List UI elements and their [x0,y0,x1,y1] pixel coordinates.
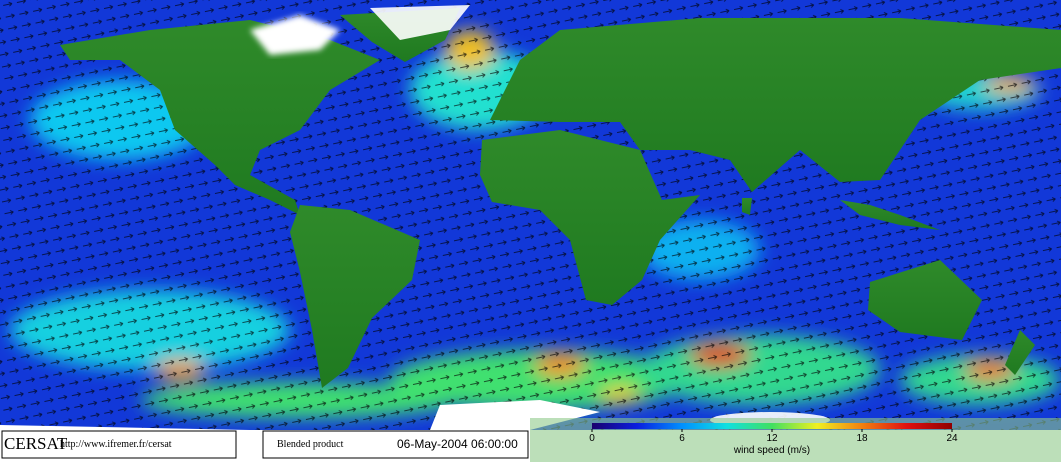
colorbar-tick-label: 12 [766,433,778,444]
logo-box [1,430,237,459]
date: 06-May-2004 06:00:00 [397,437,518,451]
colorbar-tick-label: 0 [589,433,595,444]
indonesia [840,200,940,230]
colorbar-ramp [592,423,952,429]
africa [480,130,700,305]
url: http://www.ifremer.fr/cersat [60,439,172,450]
logo: CERSAT [4,434,68,453]
continents [60,8,1061,388]
product: Blended product [277,439,344,450]
product-box [262,430,529,459]
colorbar-tick-label: 24 [946,433,958,444]
colorbar-tick-label: 18 [856,433,868,444]
colorbar-label: wind speed (m/s) [733,445,810,456]
eurasia [490,18,1061,192]
colorbar: wind speed (m/s) 0 6 12 18 24 [589,423,958,456]
new-zealand [1005,330,1035,375]
north-america [60,20,380,215]
australia [868,260,982,340]
colorbar-tick-label: 6 [679,433,685,444]
south-america [290,205,420,388]
sri-lanka [742,198,752,215]
